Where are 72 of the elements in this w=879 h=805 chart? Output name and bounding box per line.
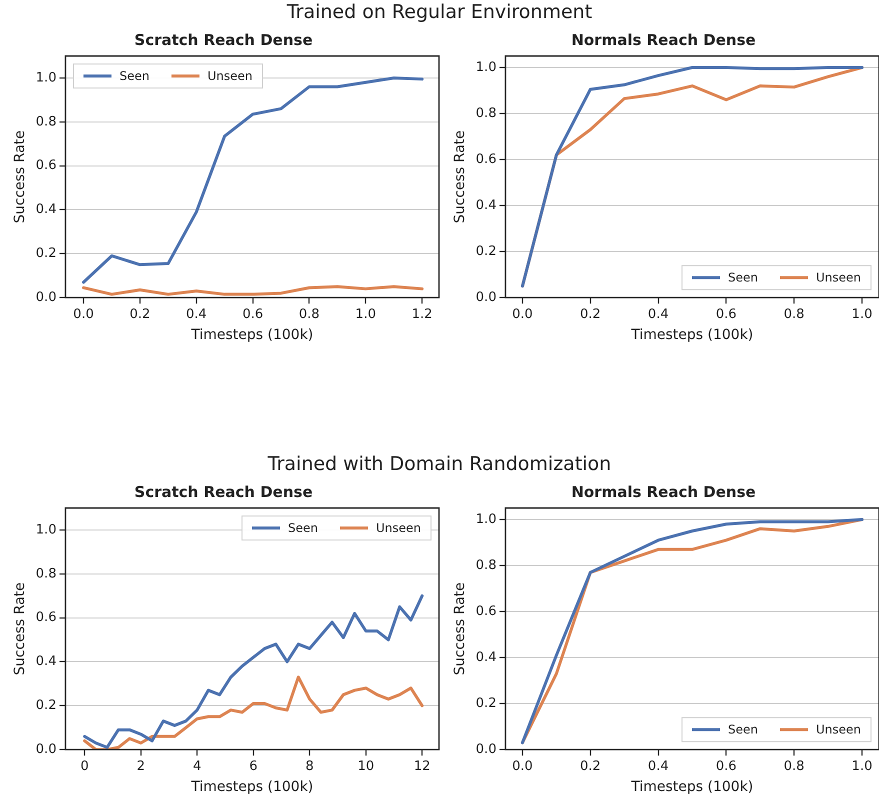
legend-label: Unseen	[816, 722, 862, 737]
y-tick-label: 1.0	[476, 60, 496, 75]
chart-title: Scratch Reach Dense	[134, 482, 313, 501]
y-tick-label: 0.0	[476, 742, 496, 757]
y-tick-label: 0.8	[36, 566, 56, 582]
y-tick-label: 0.4	[36, 654, 56, 670]
y-tick-label: 0.6	[36, 158, 56, 174]
y-tick-label: 0.8	[476, 558, 496, 573]
y-tick-label: 0.6	[36, 610, 56, 626]
text: Trained on Regular Environment	[286, 1, 594, 23]
y-axis-title: Success Rate	[452, 582, 468, 676]
x-tick-label: 0.0	[512, 758, 533, 774]
x-tick-label: 10	[358, 758, 374, 774]
y-tick-label: 0.4	[36, 202, 56, 218]
legend-label: Unseen	[816, 270, 862, 285]
x-tick-label: 8	[305, 758, 314, 774]
x-axis-title: Timesteps (100k)	[190, 779, 314, 796]
legend-label: Unseen	[376, 521, 422, 536]
y-tick-label: 0.2	[476, 244, 496, 259]
x-axis-title: Timesteps (100k)	[630, 779, 754, 796]
y-tick-label: 0.0	[36, 290, 56, 305]
chart-title: Normals Reach Dense	[571, 30, 756, 49]
legend-label: Seen	[288, 521, 318, 536]
x-tick-label: 12	[414, 758, 430, 774]
text: Trained with Domain Randomization	[266, 453, 612, 475]
y-axis-title: Success Rate	[12, 130, 28, 224]
x-tick-label: 0.6	[716, 758, 737, 774]
x-tick-label: 0.8	[298, 306, 320, 322]
y-tick-label: 1.0	[36, 70, 56, 86]
x-tick-label: 1.0	[852, 758, 872, 774]
x-axis-title: Timesteps (100k)	[190, 327, 314, 344]
x-tick-label: 0.8	[784, 758, 804, 774]
y-tick-label: 0.2	[476, 696, 496, 711]
chart-title: Normals Reach Dense	[571, 482, 756, 501]
x-tick-label: 0.8	[784, 306, 804, 322]
y-tick-label: 0.6	[476, 152, 496, 167]
x-tick-label: 0.4	[648, 306, 669, 322]
x-tick-label: 0.4	[186, 306, 207, 322]
y-tick-label: 0.0	[476, 290, 496, 305]
y-tick-label: 0.0	[36, 742, 56, 757]
x-tick-label: 0.2	[580, 306, 601, 322]
x-tick-label: 4	[192, 758, 202, 774]
x-tick-label: 1.0	[355, 306, 376, 322]
legend-label: Seen	[119, 69, 150, 84]
x-tick-label: 0.0	[73, 306, 94, 322]
y-tick-label: 0.6	[476, 604, 496, 619]
x-tick-label: 1.0	[852, 306, 872, 322]
legend-label: Seen	[728, 722, 758, 737]
x-tick-label: 0	[80, 758, 89, 774]
x-tick-label: 0.6	[242, 306, 264, 322]
x-tick-label: 0.2	[580, 758, 601, 774]
y-tick-label: 0.2	[36, 698, 56, 714]
y-tick-label: 1.0	[476, 512, 496, 527]
x-tick-label: 0.0	[512, 306, 533, 322]
x-tick-label: 0.4	[648, 758, 669, 774]
y-tick-label: 1.0	[36, 522, 56, 538]
x-axis-title: Timesteps (100k)	[630, 327, 754, 344]
y-tick-label: 0.2	[36, 246, 56, 262]
x-tick-label: 1.2	[412, 306, 432, 322]
y-tick-label: 0.8	[36, 114, 56, 130]
y-tick-label: 0.4	[476, 198, 496, 213]
x-tick-label: 6	[249, 758, 258, 774]
legend-label: Unseen	[207, 69, 252, 84]
x-tick-label: 0.2	[130, 306, 150, 322]
y-tick-label: 0.8	[476, 106, 496, 121]
y-tick-label: 0.4	[476, 650, 496, 665]
y-axis-title: Success Rate	[452, 130, 468, 224]
legend-label: Seen	[728, 270, 758, 285]
x-tick-label: 2	[136, 758, 145, 774]
chart-title: Scratch Reach Dense	[134, 30, 313, 49]
y-axis-title: Success Rate	[12, 582, 28, 676]
x-tick-label: 0.6	[716, 306, 737, 322]
